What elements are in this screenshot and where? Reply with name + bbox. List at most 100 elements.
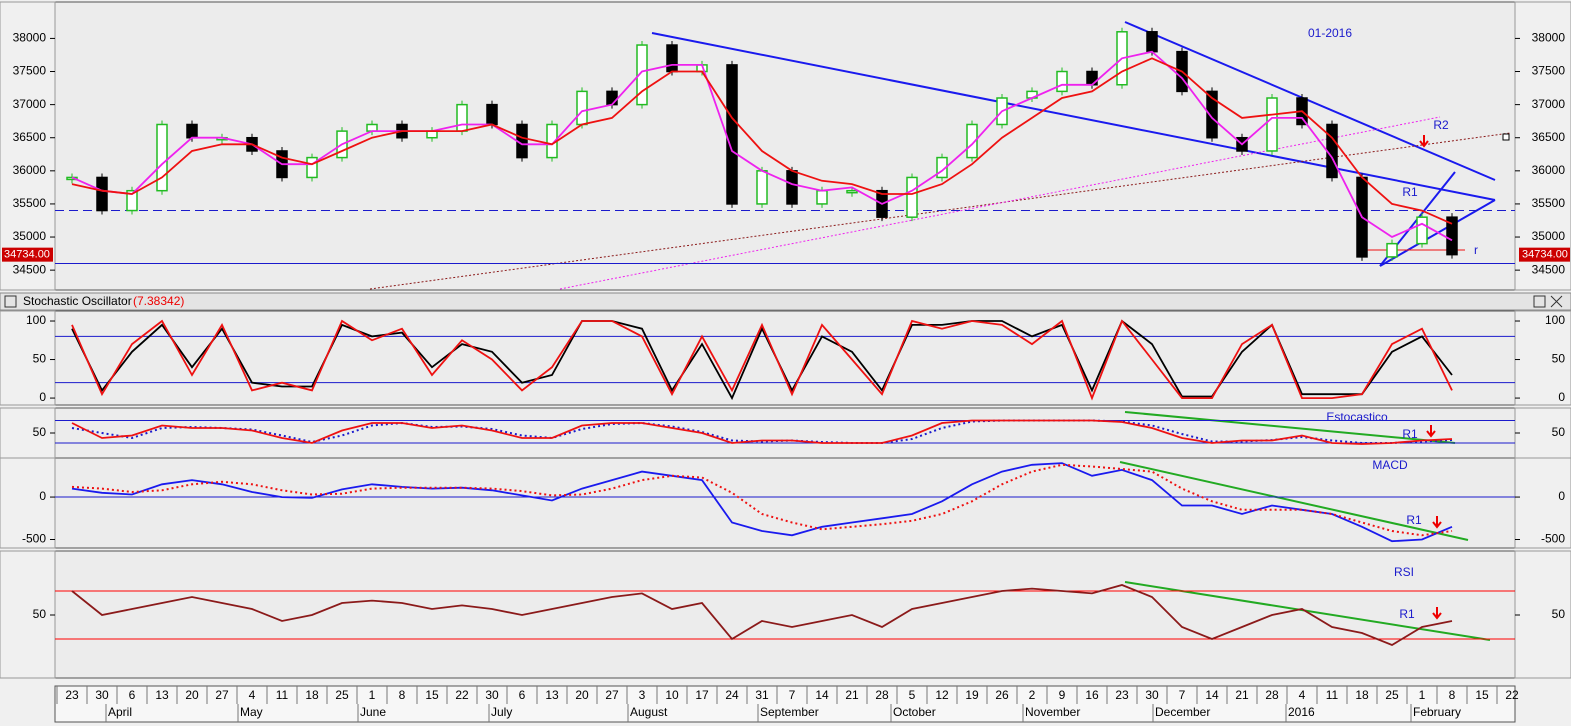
indicator-header [0, 292, 1571, 311]
x-tick-label: 22 [455, 688, 469, 702]
series-line [71, 419, 1453, 445]
candle [486, 103, 498, 126]
y-tick-label: 36500 [13, 130, 47, 144]
y-tick-label: 37000 [1532, 97, 1566, 111]
y-tick-label: 35000 [13, 229, 47, 243]
x-tick-label: 1 [1419, 688, 1426, 702]
x-tick-label: 5 [909, 688, 916, 702]
y-tick-label: 0 [39, 390, 46, 404]
price-tag-label: 34734.00 [1522, 249, 1568, 261]
y-tick-label: 50 [1552, 352, 1566, 366]
x-tick-label: 28 [1265, 688, 1279, 702]
y-tick-label: 37500 [13, 64, 47, 78]
candle [846, 189, 858, 194]
x-tick-label: 31 [755, 688, 769, 702]
y-tick-label: 36000 [13, 163, 47, 177]
x-tick-label: 18 [305, 688, 319, 702]
x-tick-label: 1 [369, 688, 376, 702]
candle [966, 123, 978, 159]
header-icon[interactable] [4, 295, 17, 308]
candle [756, 170, 768, 205]
y-tick-label: 0 [39, 489, 46, 503]
annotation: RSI [1394, 565, 1414, 579]
y-tick-label: 50 [1552, 425, 1566, 439]
candle [1326, 123, 1338, 179]
candle [306, 156, 318, 179]
annotation: R1 [1402, 185, 1418, 199]
x-tick-label: 15 [1475, 688, 1489, 702]
panel [54, 550, 1516, 679]
x-tick-label: 10 [665, 688, 679, 702]
x-tick-label: 7 [789, 688, 796, 702]
y-tick-label: -500 [1541, 532, 1565, 546]
x-tick-label: 26 [995, 688, 1009, 702]
annotation: R1 [1406, 513, 1422, 527]
month-label: November [1025, 705, 1080, 719]
month-label: October [893, 705, 936, 719]
x-tick-label: 6 [519, 688, 526, 702]
panel [54, 407, 1516, 459]
series-line [71, 50, 1453, 242]
x-tick-label: 23 [1115, 688, 1129, 702]
x-tick-label: 28 [875, 688, 889, 702]
x-tick-label: 13 [155, 688, 169, 702]
x-tick-label: 16 [1085, 688, 1099, 702]
candle [726, 64, 738, 205]
y-tick-label: 0 [1558, 390, 1565, 404]
y-tick-label: 50 [33, 425, 47, 439]
time-axis [54, 685, 1516, 723]
candle [606, 90, 618, 106]
x-tick-label: 6 [129, 688, 136, 702]
annotation: MACD [1372, 458, 1408, 472]
y-tick-label: 37500 [1532, 64, 1566, 78]
price-tag-label: 34734.00 [4, 249, 50, 261]
month-label: September [760, 705, 819, 719]
panels [0, 1, 1571, 679]
y-tick-label: 38000 [1532, 31, 1566, 45]
y-tick-label: 36500 [1532, 130, 1566, 144]
month-label: July [491, 705, 512, 719]
month-label: December [1155, 705, 1210, 719]
x-tick-label: 30 [485, 688, 499, 702]
y-tick-label: 100 [26, 313, 46, 327]
panel [54, 310, 1516, 406]
candle [576, 90, 588, 126]
x-tick-label: 13 [545, 688, 559, 702]
x-tick-label: 9 [1059, 688, 1066, 702]
candle [786, 170, 798, 205]
axis-left [0, 407, 56, 459]
series-line [71, 584, 1453, 647]
y-tick-label: -500 [22, 532, 46, 546]
x-tick-label: 21 [845, 688, 859, 702]
y-tick-label: 35500 [13, 196, 47, 210]
x-tick-label: 27 [215, 688, 229, 702]
candle [1386, 242, 1398, 258]
y-tick-label: 34500 [1532, 262, 1566, 276]
x-tick-label: 14 [815, 688, 829, 702]
x-tick-label: 18 [1355, 688, 1369, 702]
axis-right [1514, 457, 1571, 549]
candle [636, 44, 648, 106]
month-label: August [630, 705, 668, 719]
y-tick-label: 100 [1545, 313, 1565, 327]
x-tick-label: 12 [935, 688, 949, 702]
close-button[interactable] [1550, 295, 1563, 308]
x-tick-label: 20 [185, 688, 199, 702]
x-tick-label: 22 [1505, 688, 1519, 702]
x-tick-label: 7 [1179, 688, 1186, 702]
y-tick-label: 50 [1552, 607, 1566, 621]
maximize-button[interactable] [1533, 295, 1546, 308]
candle [1056, 70, 1068, 93]
x-tick-label: 25 [335, 688, 349, 702]
month-label: February [1413, 705, 1461, 719]
month-label: April [108, 705, 132, 719]
x-tick-label: 24 [725, 688, 739, 702]
candle [816, 189, 828, 205]
x-tick-label: 11 [276, 688, 289, 702]
y-tick-label: 50 [33, 607, 47, 621]
price-tag [1519, 247, 1570, 262]
series-line [71, 57, 1453, 225]
x-tick-label: 17 [695, 688, 709, 702]
y-tick-label: 35500 [1532, 196, 1566, 210]
